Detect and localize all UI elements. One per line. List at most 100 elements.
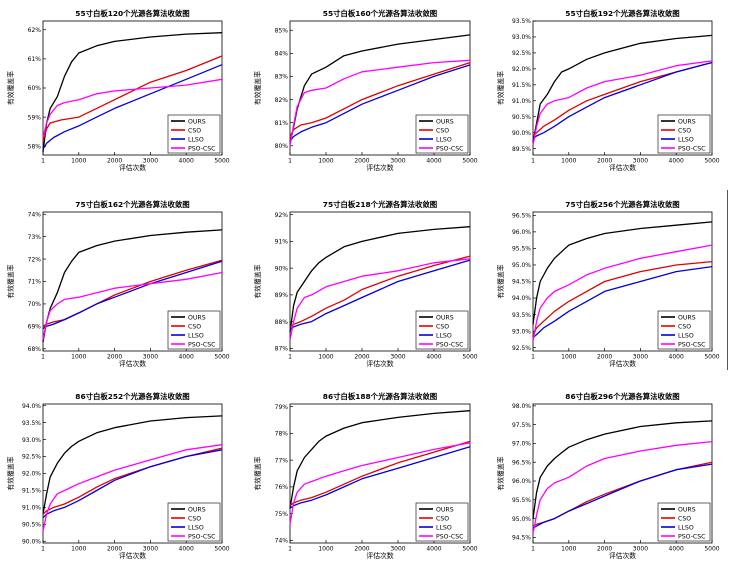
series-line-llso [289,446,471,509]
chart-title: 75寸白板162个光源各算法收敛图 [75,200,189,209]
legend-label: LLSO [678,136,694,143]
series-line-llso [532,61,713,140]
x-tick-label: 2000 [107,354,122,361]
legend-label: OURS [188,506,206,513]
y-tick-label: 90% [275,265,289,272]
legend-label: PSO-CSC [436,145,464,152]
y-tick-label: 96.0% [512,478,531,485]
legend-label: PSO-CSC [678,533,706,540]
legend-label: LLSO [436,524,452,531]
x-tick-label: 3000 [633,354,648,361]
legend-label: LLSO [436,332,452,339]
x-tick-label: 3000 [633,546,648,553]
y-tick-label: 78% [275,431,289,438]
y-axis-label: 有效覆盖率 [6,264,15,298]
x-tick-label: 1000 [71,546,86,553]
y-axis-label: 有效覆盖率 [253,71,262,105]
legend-label: CSO [436,515,449,522]
x-tick-label: 1000 [561,354,576,361]
x-tick-label: 2000 [354,354,369,361]
y-tick-label: 93.0% [512,328,531,335]
y-tick-label: 91.5% [512,82,531,89]
x-tick-label: 3000 [390,354,405,361]
y-tick-label: 60% [28,85,42,92]
y-tick-label: 94.5% [512,279,531,286]
x-tick-label: 5000 [462,158,477,165]
series-line-pso-csc [289,258,471,341]
series-line-llso [532,265,713,339]
x-axis-label: 评估次数 [609,359,636,368]
x-tick-label: 1000 [561,158,576,165]
plot-frame [289,403,471,544]
x-tick-label: 1 [41,354,45,361]
x-axis-label: 评估次数 [119,359,146,368]
y-tick-label: 90.5% [22,522,41,529]
y-axis-label: 有效覆盖率 [496,264,505,298]
x-tick-label: 4000 [426,354,441,361]
x-tick-label: 2000 [354,546,369,553]
y-tick-label: 76% [275,484,289,491]
y-tick-label: 90.5% [512,114,531,121]
x-tick-label: 4000 [179,546,194,553]
y-tick-label: 95.5% [512,497,531,504]
plot-frame [289,211,471,352]
x-tick-label: 5000 [214,546,229,553]
legend-label: CSO [188,515,201,522]
legend-label: CSO [188,323,201,330]
legend-label: PSO-CSC [678,341,706,348]
legend-label: CSO [678,323,691,330]
y-axis-label: 有效覆盖率 [496,71,505,105]
x-tick-label: 1 [288,354,292,361]
y-tick-label: 92.5% [512,345,531,352]
x-axis-label: 评估次数 [609,163,636,172]
y-tick-label: 88% [275,319,289,326]
chart-title: 55寸白板192个光源各算法收敛图 [565,9,679,18]
y-tick-label: 89% [275,292,289,299]
legend-box [167,114,221,154]
y-tick-label: 58% [28,143,42,150]
series-line-ours [289,226,471,333]
plot-frame [532,403,713,544]
y-tick-label: 72% [28,256,42,263]
x-tick-label: 5000 [704,158,719,165]
legend-label: OURS [436,506,454,513]
series-line-llso [289,64,471,142]
legend-label: OURS [436,314,454,321]
y-tick-label: 96.5% [512,459,531,466]
y-tick-label: 69% [28,324,42,331]
legend-label: PSO-CSC [436,533,464,540]
series-line-cso [289,255,471,328]
x-tick-label: 1000 [561,546,576,553]
series-line-llso [532,463,713,529]
series-line-pso-csc [42,444,223,532]
series-line-cso [289,440,471,507]
legend-label: LLSO [678,332,694,339]
legend-label: OURS [436,118,454,125]
y-tick-label: 74% [28,211,42,218]
x-tick-label: 4000 [179,158,194,165]
legend-label: LLSO [188,332,204,339]
series-line-pso-csc [42,78,223,138]
x-tick-label: 1 [41,546,45,553]
series-line-cso [42,55,223,141]
x-tick-label: 1 [288,546,292,553]
chart-title: 86寸白板252个光源各算法收敛图 [75,392,189,401]
legend-label: CSO [436,323,449,330]
y-tick-label: 80% [275,143,289,150]
legend-label: LLSO [678,524,694,531]
y-axis-label: 有效覆盖率 [253,456,262,490]
legend-label: CSO [678,127,691,134]
y-tick-label: 89.5% [512,146,531,153]
legend-label: CSO [188,127,201,134]
x-axis-label: 评估次数 [366,551,393,560]
y-tick-label: 91.0% [512,98,531,105]
y-tick-label: 75% [275,511,289,518]
y-tick-label: 74% [275,538,289,545]
y-tick-label: 92.0% [22,471,41,478]
x-tick-label: 2000 [597,158,612,165]
y-tick-label: 93.0% [22,437,41,444]
x-tick-label: 2000 [597,546,612,553]
legend-label: LLSO [436,136,452,143]
y-tick-label: 94.5% [512,535,531,542]
